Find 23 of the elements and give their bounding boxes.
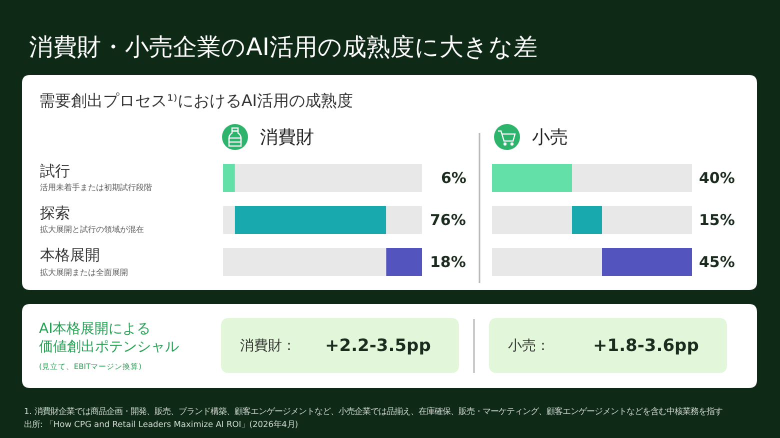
text: 小売： [508, 338, 550, 354]
text: 拡大展開と試行の領域が混在 [40, 225, 144, 234]
data-label: 45% [699, 253, 735, 271]
data-label: 40% [699, 169, 735, 187]
text: 消費財： [240, 338, 296, 354]
y-tick-label: 試行 [40, 162, 70, 180]
chart-title: 消費財 [260, 127, 314, 148]
text: 拡大展開または全面展開 [40, 268, 128, 277]
data-label: 18% [430, 253, 466, 271]
text: +1.8-3.6pp [593, 336, 699, 356]
text: 活用未着手または初期試行段階 [40, 183, 152, 192]
text: 消費財・小売企業のAI活用の成熟度に大きな差 [29, 33, 538, 61]
y-tick-label: 本格展開 [40, 246, 100, 264]
text: 1. 消費財企業では商品企画・開発、販売、ブランド構築、顧客エンゲージメントなど、小売企業では品揃え、在庫確保、販売・マーケティング、顧客エンゲージメントなどを含む中核業務を指す [24, 406, 723, 416]
data-label: 15% [699, 211, 735, 229]
text: 需要創出プロセス¹⁾におけるAI活用の成熟度 [39, 91, 354, 110]
text: AI本格展開による価値創出ポテンシャル [39, 321, 179, 356]
data-label: 76% [430, 211, 466, 229]
text: +2.2-3.5pp [325, 336, 431, 356]
chart-title: 小売 [532, 127, 568, 148]
data-label: 6% [441, 169, 466, 187]
y-tick-label: 探索 [40, 204, 70, 222]
text: 出所: 「How CPG and Retail Leaders Maximize AI ROI」(2026年4月) [24, 419, 298, 429]
